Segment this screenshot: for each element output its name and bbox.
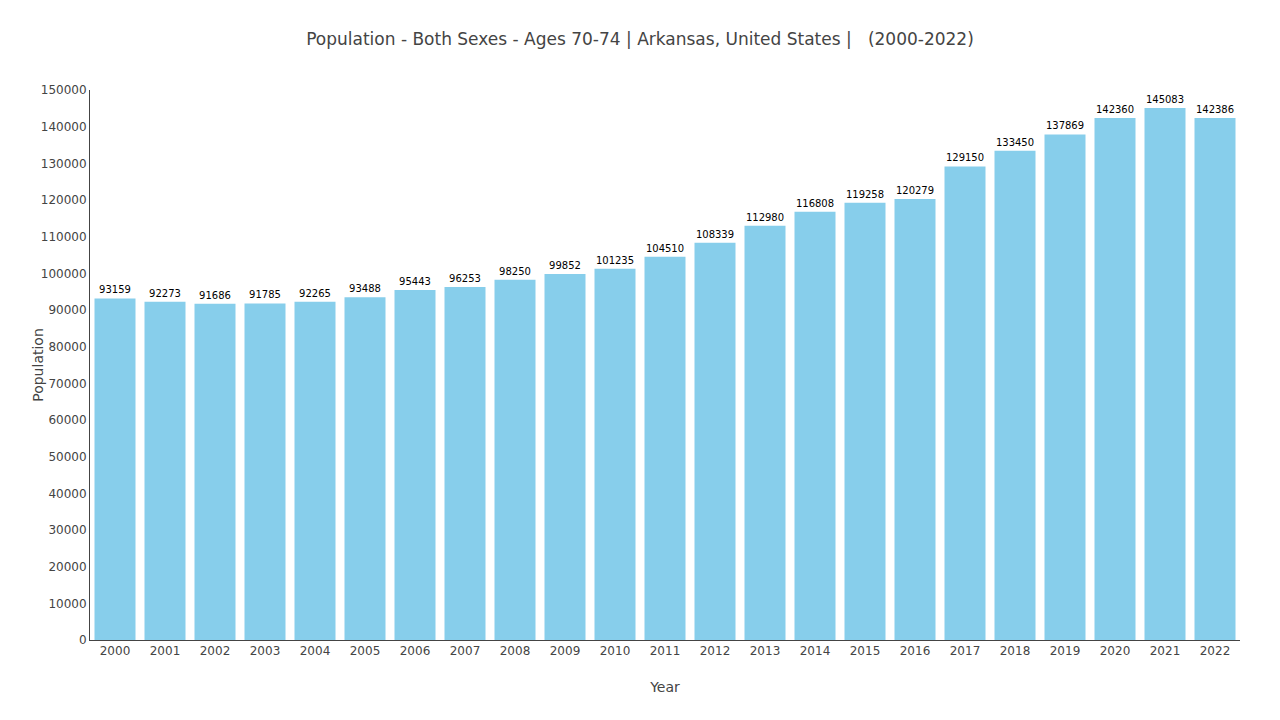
svg-text:2016: 2016: [900, 644, 931, 658]
svg-text:112980: 112980: [746, 212, 784, 223]
svg-text:2018: 2018: [1000, 644, 1031, 658]
svg-text:116808: 116808: [796, 198, 834, 209]
svg-text:92265: 92265: [299, 288, 331, 299]
svg-text:2007: 2007: [450, 644, 481, 658]
svg-text:2017: 2017: [950, 644, 981, 658]
svg-text:2001: 2001: [150, 644, 181, 658]
svg-text:104510: 104510: [646, 243, 684, 254]
svg-text:20000: 20000: [48, 560, 86, 574]
svg-text:30000: 30000: [48, 523, 86, 537]
svg-text:101235: 101235: [596, 255, 634, 266]
svg-text:Population - Both Sexes - Ages: Population - Both Sexes - Ages 70-74 | A…: [306, 29, 974, 49]
svg-text:2003: 2003: [250, 644, 281, 658]
svg-text:70000: 70000: [48, 377, 86, 391]
svg-text:80000: 80000: [48, 340, 86, 354]
svg-text:Year: Year: [649, 679, 680, 695]
svg-text:91785: 91785: [249, 289, 281, 300]
svg-text:2019: 2019: [1050, 644, 1081, 658]
svg-text:145083: 145083: [1146, 94, 1184, 105]
svg-text:137869: 137869: [1046, 120, 1084, 131]
svg-text:10000: 10000: [48, 597, 86, 611]
svg-text:2012: 2012: [700, 644, 731, 658]
svg-text:2004: 2004: [300, 644, 331, 658]
svg-text:150000: 150000: [41, 83, 87, 97]
svg-text:98250: 98250: [499, 266, 531, 277]
svg-text:142360: 142360: [1096, 104, 1134, 115]
svg-text:2011: 2011: [650, 644, 681, 658]
svg-text:92273: 92273: [149, 288, 181, 299]
svg-text:142386: 142386: [1196, 104, 1234, 115]
svg-text:2009: 2009: [550, 644, 581, 658]
svg-text:2008: 2008: [500, 644, 531, 658]
svg-text:99852: 99852: [549, 260, 581, 271]
svg-text:60000: 60000: [48, 413, 86, 427]
svg-text:2005: 2005: [350, 644, 381, 658]
svg-text:2013: 2013: [750, 644, 781, 658]
svg-text:110000: 110000: [41, 230, 87, 244]
svg-text:90000: 90000: [48, 303, 86, 317]
svg-text:40000: 40000: [48, 487, 86, 501]
svg-text:Population: Population: [30, 328, 46, 402]
svg-text:2002: 2002: [200, 644, 231, 658]
svg-text:2000: 2000: [100, 644, 131, 658]
svg-text:2014: 2014: [800, 644, 831, 658]
svg-text:2022: 2022: [1200, 644, 1231, 658]
svg-text:93159: 93159: [99, 284, 131, 295]
svg-text:2010: 2010: [600, 644, 631, 658]
svg-text:130000: 130000: [41, 157, 87, 171]
svg-text:119258: 119258: [846, 189, 884, 200]
svg-text:91686: 91686: [199, 290, 231, 301]
svg-text:95443: 95443: [399, 276, 431, 287]
svg-text:108339: 108339: [696, 229, 734, 240]
svg-text:50000: 50000: [48, 450, 86, 464]
svg-text:133450: 133450: [996, 137, 1034, 148]
svg-text:120279: 120279: [896, 185, 934, 196]
svg-text:2006: 2006: [400, 644, 431, 658]
svg-text:96253: 96253: [449, 273, 481, 284]
svg-text:2021: 2021: [1150, 644, 1181, 658]
svg-text:2020: 2020: [1100, 644, 1131, 658]
svg-text:140000: 140000: [41, 120, 87, 134]
svg-text:100000: 100000: [41, 267, 87, 281]
svg-text:93488: 93488: [349, 283, 381, 294]
svg-text:2015: 2015: [850, 644, 881, 658]
svg-text:0: 0: [79, 633, 87, 647]
svg-text:120000: 120000: [41, 193, 87, 207]
svg-text:129150: 129150: [946, 152, 984, 163]
